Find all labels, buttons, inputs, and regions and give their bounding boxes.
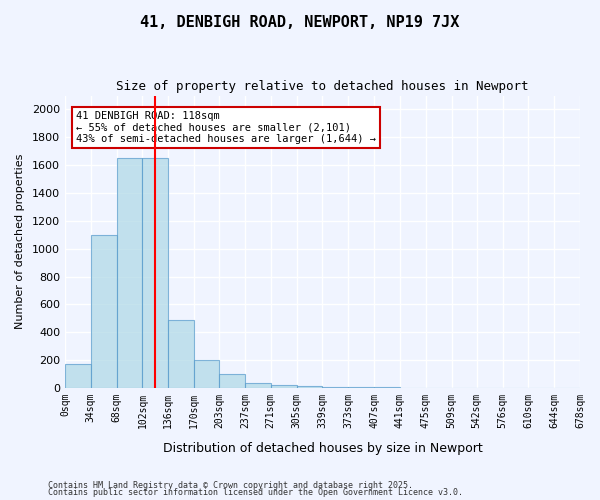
Text: Contains public sector information licensed under the Open Government Licence v3: Contains public sector information licen…	[48, 488, 463, 497]
Bar	[65, 364, 91, 388]
Bar	[322, 386, 348, 388]
Bar	[271, 384, 296, 388]
Text: 41 DENBIGH ROAD: 118sqm
← 55% of detached houses are smaller (2,101)
43% of semi: 41 DENBIGH ROAD: 118sqm ← 55% of detache…	[76, 111, 376, 144]
Bar	[91, 235, 116, 388]
Bar	[142, 158, 168, 388]
Y-axis label: Number of detached properties: Number of detached properties	[15, 154, 25, 330]
Bar	[296, 386, 322, 388]
Bar	[245, 383, 271, 388]
Title: Size of property relative to detached houses in Newport: Size of property relative to detached ho…	[116, 80, 529, 93]
Text: Contains HM Land Registry data © Crown copyright and database right 2025.: Contains HM Land Registry data © Crown c…	[48, 480, 413, 490]
Text: 41, DENBIGH ROAD, NEWPORT, NP19 7JX: 41, DENBIGH ROAD, NEWPORT, NP19 7JX	[140, 15, 460, 30]
Bar	[194, 360, 219, 388]
Bar	[116, 158, 142, 388]
X-axis label: Distribution of detached houses by size in Newport: Distribution of detached houses by size …	[163, 442, 482, 455]
Bar	[168, 320, 194, 388]
Bar	[219, 374, 245, 388]
